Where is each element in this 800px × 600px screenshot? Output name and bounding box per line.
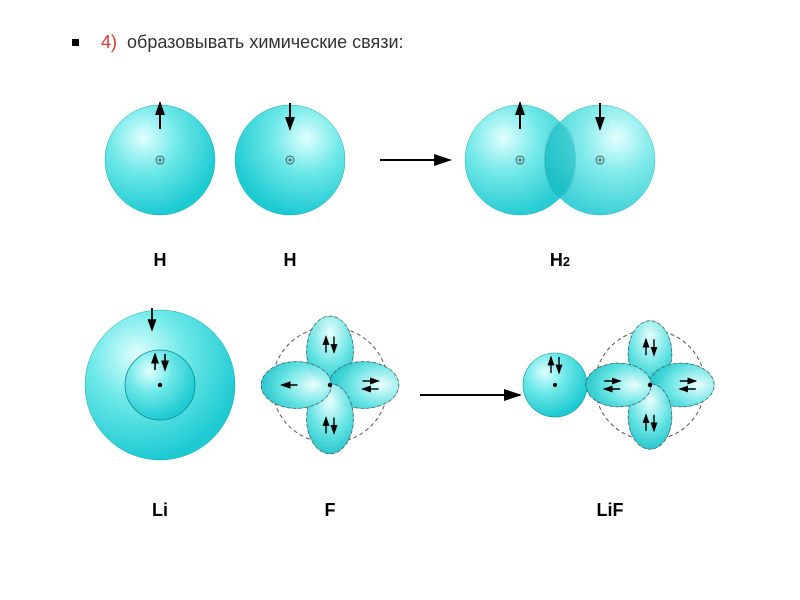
label-F: F — [325, 500, 336, 521]
atom-Li — [85, 308, 235, 460]
label-Li: Li — [152, 500, 168, 521]
label-H2: H2 — [550, 250, 570, 271]
chemistry-diagram — [0, 0, 800, 600]
diagram-stage: H H H2 Li F LiF — [0, 0, 800, 600]
atom-F — [261, 316, 399, 454]
label-LiF: LiF — [597, 500, 624, 521]
molecule-LiF — [523, 321, 714, 450]
molecule-H2 — [465, 103, 655, 215]
label-H2-sub: 2 — [563, 254, 570, 269]
label-H-right: H — [284, 250, 297, 271]
atom-H-left — [105, 103, 215, 215]
label-H2-base: H — [550, 250, 563, 270]
atom-H-right — [235, 103, 345, 215]
label-H-left: H — [154, 250, 167, 271]
